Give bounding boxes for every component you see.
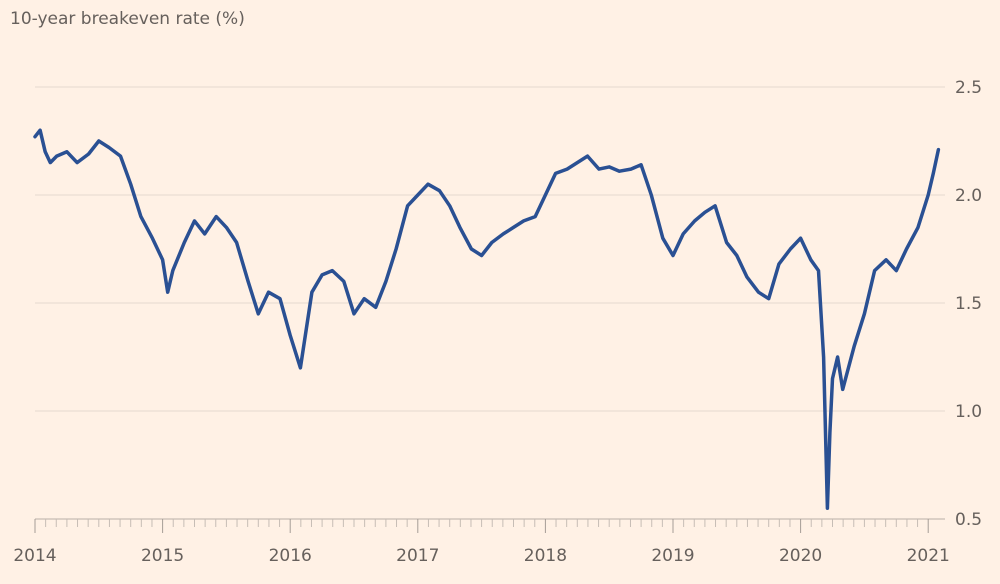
line — [33, 128, 941, 510]
y-tick-label: 1.0 — [955, 402, 982, 422]
x-tick-label: 2020 — [779, 546, 822, 566]
x-tick-label: 2015 — [141, 546, 184, 566]
y-tick-label: 1.5 — [955, 294, 982, 314]
y-tick-label: 2.0 — [955, 186, 982, 206]
x-tick-label: 2018 — [524, 546, 567, 566]
x-tick-label: 2016 — [269, 546, 312, 566]
x-tick-label: 2014 — [13, 546, 56, 566]
x-tick-label: 2017 — [396, 546, 439, 566]
y-tick-label: 0.5 — [955, 510, 982, 530]
y-tick-label: 2.5 — [955, 78, 982, 98]
chart-title: 10-year breakeven rate (%) — [10, 9, 245, 29]
x-tick-label: 2019 — [651, 546, 694, 566]
x-tick-label: 2021 — [907, 546, 950, 566]
